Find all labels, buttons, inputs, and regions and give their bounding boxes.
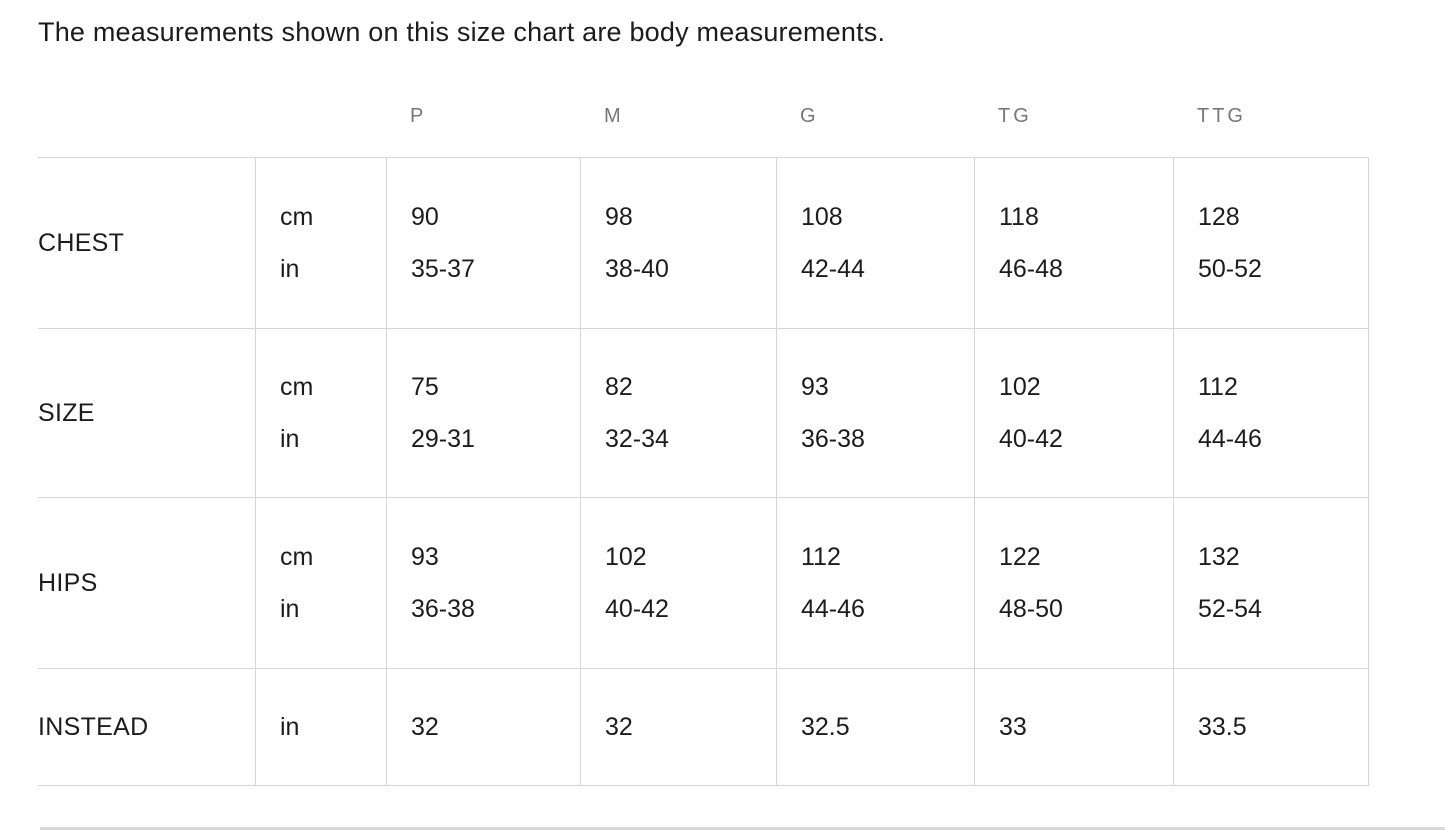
size-value-cell: 93 36-38 — [776, 328, 974, 497]
value-in: 29-31 — [411, 425, 475, 453]
value-in: 36-38 — [801, 425, 865, 453]
size-value-cell: 128 50-52 — [1173, 157, 1369, 328]
value-in: 32-34 — [605, 425, 669, 453]
unit-in: in — [280, 425, 300, 453]
table-row-size: SIZE cm in 75 29-31 82 32-34 93 36-38 10… — [38, 328, 1369, 497]
unit-cm: cm — [280, 543, 314, 571]
unit-cell: in — [255, 668, 386, 786]
size-chart-table: CHEST cm in 90 35-37 98 38-40 108 42-44 … — [38, 157, 1445, 786]
size-value-cell: 118 46-48 — [974, 157, 1173, 328]
unit-in: in — [280, 595, 300, 623]
intro-text: The measurements shown on this size char… — [38, 17, 886, 47]
value-in: 32 — [605, 713, 633, 741]
value-in: 42-44 — [801, 255, 865, 283]
size-value-cell: 75 29-31 — [386, 328, 580, 497]
value-in: 32 — [411, 713, 439, 741]
value-in: 35-37 — [411, 255, 475, 283]
size-header-row: P M G TG TTG — [38, 104, 1369, 128]
unit-in: in — [280, 255, 300, 283]
size-col-header-g: G — [800, 105, 819, 127]
value-in: 40-42 — [605, 595, 669, 623]
size-value-cell: 112 44-46 — [776, 497, 974, 668]
value-cm: 98 — [605, 203, 633, 231]
value-cm: 75 — [411, 373, 439, 401]
table-row-hips: HIPS cm in 93 36-38 102 40-42 112 44-46 … — [38, 497, 1369, 668]
value-in: 38-40 — [605, 255, 669, 283]
size-col-header-p: P — [410, 105, 427, 127]
value-cm: 102 — [999, 373, 1041, 401]
row-label-text: CHEST — [38, 229, 125, 257]
value-cm: 132 — [1198, 543, 1240, 571]
value-cm: 112 — [1198, 373, 1238, 401]
unit-cell: cm in — [255, 497, 386, 668]
page-divider — [40, 827, 1445, 830]
size-value-cell: 32 — [386, 668, 580, 786]
value-cm: 128 — [1198, 203, 1240, 231]
size-value-cell: 32.5 — [776, 668, 974, 786]
table-row-instead: INSTEAD in 32 32 32.5 33 33.5 — [38, 668, 1369, 786]
size-col-header-tg: TG — [998, 105, 1032, 127]
size-value-cell: 98 38-40 — [580, 157, 776, 328]
value-cm: 112 — [801, 543, 841, 571]
value-cm: 108 — [801, 203, 843, 231]
size-col-header-ttg: TTG — [1197, 105, 1246, 127]
size-value-cell: 102 40-42 — [974, 328, 1173, 497]
row-label-text: SIZE — [38, 399, 95, 427]
value-in: 33 — [999, 713, 1027, 741]
value-in: 48-50 — [999, 595, 1063, 623]
size-value-cell: 32 — [580, 668, 776, 786]
size-value-cell: 82 32-34 — [580, 328, 776, 497]
value-cm: 90 — [411, 203, 439, 231]
size-col-header-m: M — [604, 105, 624, 127]
value-in: 36-38 — [411, 595, 475, 623]
unit-cm: cm — [280, 203, 314, 231]
header-spacer-label — [38, 104, 255, 128]
table-row-chest: CHEST cm in 90 35-37 98 38-40 108 42-44 … — [38, 157, 1369, 328]
size-value-cell: 90 35-37 — [386, 157, 580, 328]
value-in: 52-54 — [1198, 595, 1262, 623]
row-label-text: INSTEAD — [38, 713, 149, 741]
value-in: 32.5 — [801, 713, 850, 741]
value-in: 50-52 — [1198, 255, 1262, 283]
value-in: 44-46 — [1198, 425, 1262, 453]
row-label: INSTEAD — [38, 668, 255, 786]
size-value-cell: 112 44-46 — [1173, 328, 1369, 497]
unit-cm: cm — [280, 373, 314, 401]
size-value-cell: 33.5 — [1173, 668, 1369, 786]
value-in: 44-46 — [801, 595, 865, 623]
value-cm: 93 — [411, 543, 439, 571]
value-in: 46-48 — [999, 255, 1063, 283]
size-value-cell: 93 36-38 — [386, 497, 580, 668]
value-cm: 82 — [605, 373, 633, 401]
row-label: SIZE — [38, 328, 255, 497]
header-spacer-unit — [255, 104, 386, 128]
size-value-cell: 132 52-54 — [1173, 497, 1369, 668]
size-value-cell: 102 40-42 — [580, 497, 776, 668]
value-cm: 122 — [999, 543, 1041, 571]
value-cm: 102 — [605, 543, 647, 571]
size-value-cell: 33 — [974, 668, 1173, 786]
value-in: 33.5 — [1198, 713, 1247, 741]
row-label: CHEST — [38, 157, 255, 328]
value-in: 40-42 — [999, 425, 1063, 453]
size-value-cell: 122 48-50 — [974, 497, 1173, 668]
unit-in: in — [280, 713, 300, 741]
row-label-text: HIPS — [38, 569, 98, 597]
value-cm: 93 — [801, 373, 829, 401]
unit-cell: cm in — [255, 157, 386, 328]
row-label: HIPS — [38, 497, 255, 668]
value-cm: 118 — [999, 203, 1039, 231]
size-value-cell: 108 42-44 — [776, 157, 974, 328]
unit-cell: cm in — [255, 328, 386, 497]
